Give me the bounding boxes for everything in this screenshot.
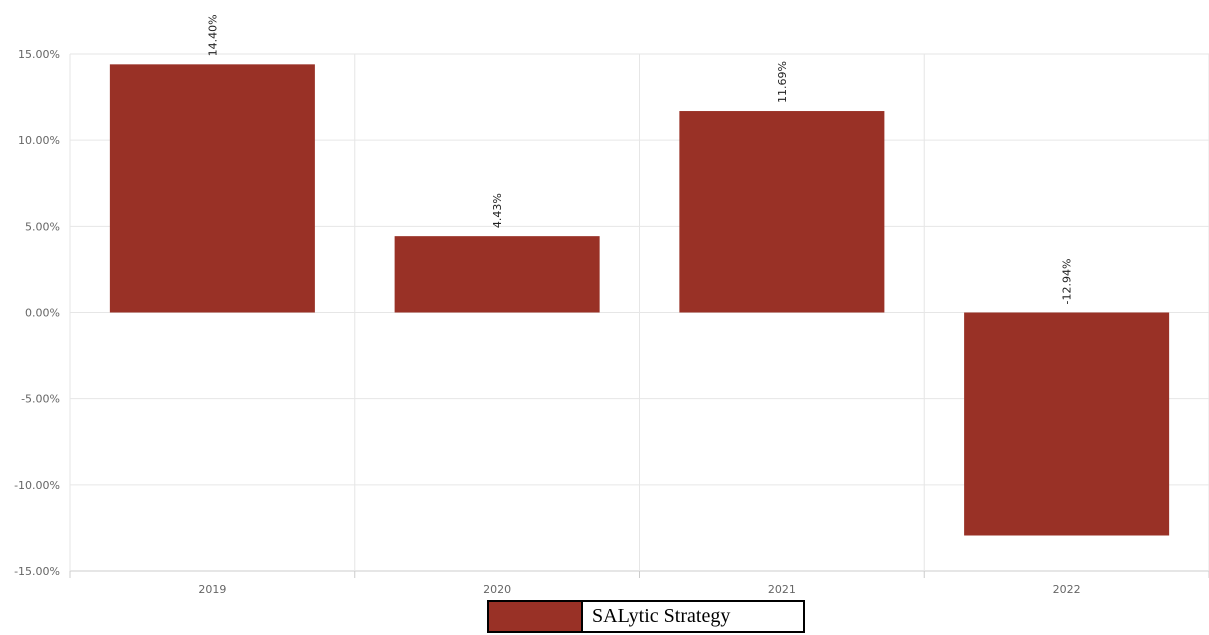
data-label: -12.94% — [1061, 259, 1074, 305]
data-label: 11.69% — [776, 61, 789, 103]
y-tick-label: 15.00% — [18, 48, 60, 61]
y-tick-label: 0.00% — [25, 307, 60, 320]
legend-label: SALytic Strategy — [592, 605, 731, 627]
x-tick-label: 2020 — [483, 583, 511, 596]
data-label: 14.40% — [206, 14, 219, 56]
bar-2019 — [109, 64, 315, 313]
legend-swatch — [489, 602, 583, 631]
x-tick-label: 2019 — [198, 583, 226, 596]
y-tick-label: -5.00% — [21, 393, 60, 406]
legend: SALytic Strategy — [487, 600, 805, 633]
bar-2020 — [394, 236, 600, 313]
bar-2022 — [964, 312, 1170, 536]
bar-2021 — [679, 111, 885, 313]
y-tick-label: -10.00% — [14, 479, 60, 492]
y-tick-label: 10.00% — [18, 134, 60, 147]
y-tick-label: -15.00% — [14, 565, 60, 578]
data-label: 4.43% — [491, 193, 504, 228]
y-tick-label: 5.00% — [25, 220, 60, 233]
x-tick-label: 2022 — [1053, 583, 1081, 596]
x-tick-label: 2021 — [768, 583, 796, 596]
